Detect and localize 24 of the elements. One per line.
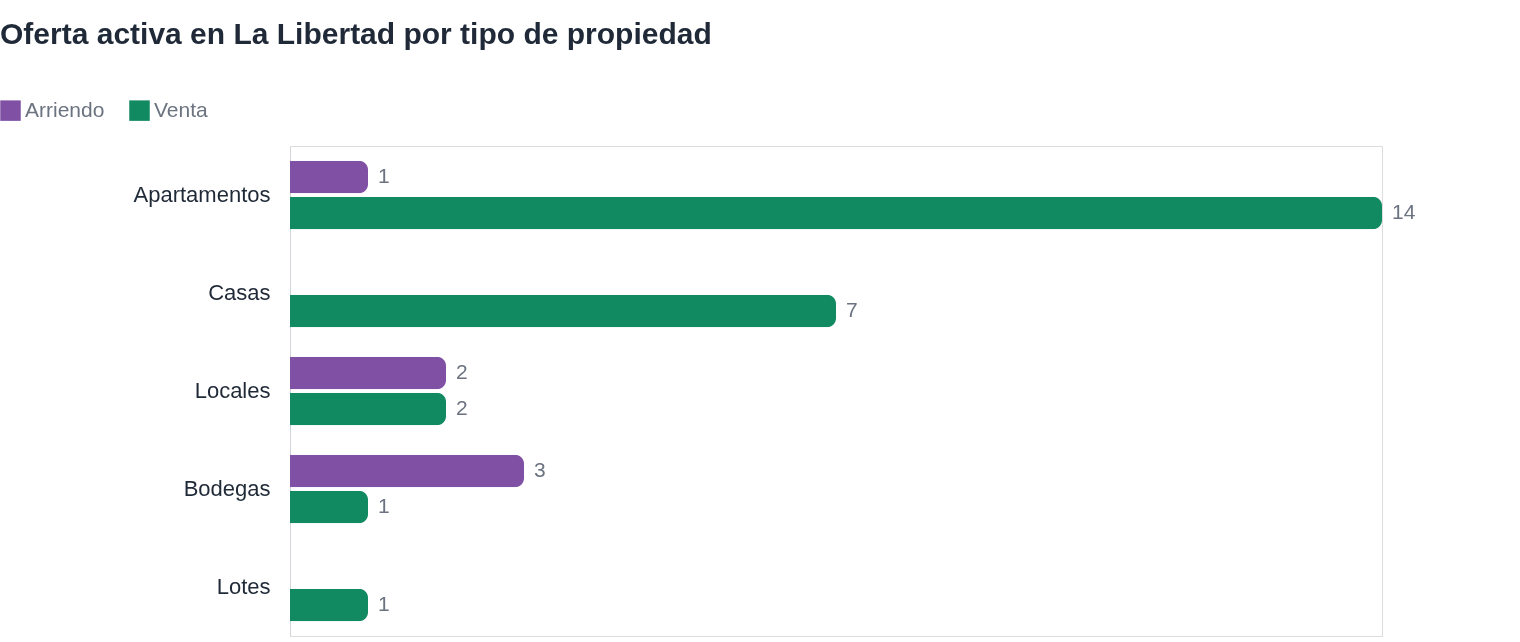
- data-label: 1: [378, 592, 390, 616]
- legend-label: Arriendo: [25, 97, 105, 121]
- y-tick-label: Bodegas: [183, 476, 271, 501]
- y-tick-label: Casas: [208, 280, 271, 305]
- legend-label: Venta: [154, 97, 209, 121]
- y-tick-label: Lotes: [216, 574, 271, 599]
- data-label: 1: [378, 163, 390, 187]
- data-label: 14: [1392, 200, 1416, 224]
- data-label: 2: [456, 396, 468, 420]
- y-tick-label: Locales: [194, 378, 271, 403]
- data-label: 1: [378, 494, 390, 518]
- bar: [290, 454, 524, 488]
- data-label: 7: [846, 298, 858, 322]
- bar: [290, 356, 446, 390]
- chart-title: Oferta activa en La Libertad por tipo de propiedad: [0, 17, 712, 50]
- bar: [290, 392, 446, 426]
- bar: [290, 160, 368, 194]
- bar: [290, 294, 836, 328]
- bar: [290, 588, 368, 622]
- y-tick-label: Apartamentos: [133, 182, 271, 207]
- data-label: 3: [534, 457, 546, 481]
- bar: [290, 490, 368, 524]
- data-label: 2: [456, 359, 468, 383]
- bar: [290, 196, 1382, 230]
